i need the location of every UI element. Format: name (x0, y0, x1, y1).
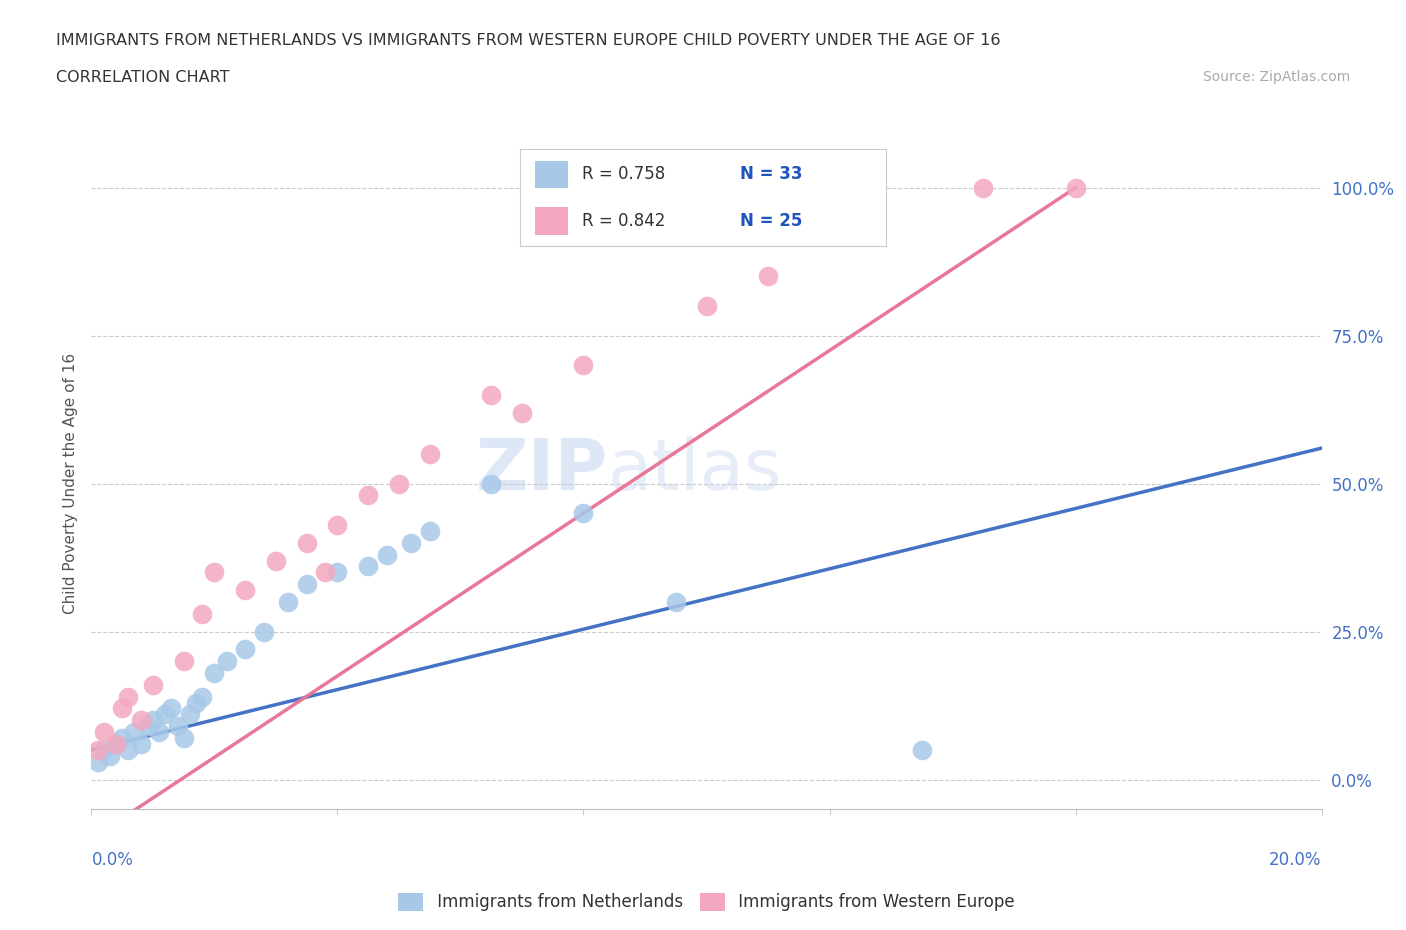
Point (399, 536, 422, 551)
Point (191, 689, 214, 704)
Point (191, 606, 214, 621)
Point (129, 713, 152, 728)
Point (479, 476, 502, 491)
Point (202, 666, 225, 681)
Point (111, 731, 134, 746)
FancyBboxPatch shape (534, 161, 568, 188)
Point (105, 737, 127, 751)
Point (326, 518, 349, 533)
Point (202, 565, 225, 579)
Point (135, 719, 157, 734)
Point (117, 689, 139, 704)
Point (93, 742, 115, 757)
Point (1064, 180, 1087, 195)
Y-axis label: Child Poverty Under the Age of 16: Child Poverty Under the Age of 16 (62, 353, 77, 614)
Point (124, 724, 146, 739)
Point (105, 737, 127, 751)
FancyBboxPatch shape (534, 207, 568, 234)
Text: IMMIGRANTS FROM NETHERLANDS VS IMMIGRANTS FROM WESTERN EUROPE CHILD POVERTY UNDE: IMMIGRANTS FROM NETHERLANDS VS IMMIGRANT… (56, 33, 1001, 47)
Point (233, 642, 256, 657)
Point (129, 737, 152, 751)
Text: atlas: atlas (607, 436, 783, 505)
Text: N = 25: N = 25 (740, 212, 801, 230)
Point (153, 707, 177, 722)
Point (179, 707, 201, 722)
Point (117, 742, 139, 757)
Text: N = 33: N = 33 (740, 166, 801, 183)
Point (572, 358, 595, 373)
Text: 20.0%: 20.0% (1270, 851, 1322, 869)
Point (388, 476, 411, 491)
Point (215, 654, 238, 669)
Point (972, 180, 994, 195)
Point (233, 583, 256, 598)
Point (98, 749, 121, 764)
Point (326, 565, 349, 579)
Point (756, 269, 779, 284)
Point (510, 405, 533, 420)
Point (357, 488, 380, 503)
Point (695, 299, 717, 313)
Point (375, 547, 398, 562)
Point (173, 731, 195, 746)
Point (295, 577, 318, 591)
Point (86, 754, 108, 769)
Text: R = 0.842: R = 0.842 (582, 212, 665, 230)
Text: 0.0%: 0.0% (91, 851, 134, 869)
Point (111, 701, 134, 716)
Point (357, 559, 380, 574)
Point (665, 594, 688, 609)
Point (911, 742, 934, 757)
Point (572, 506, 595, 521)
Point (142, 713, 165, 728)
Point (93, 724, 115, 739)
Point (142, 677, 165, 692)
Point (160, 701, 183, 716)
Point (295, 536, 318, 551)
Text: Source: ZipAtlas.com: Source: ZipAtlas.com (1202, 70, 1350, 84)
Point (252, 624, 274, 639)
Point (184, 695, 207, 710)
Text: R = 0.758: R = 0.758 (582, 166, 665, 183)
Text: CORRELATION CHART: CORRELATION CHART (56, 70, 229, 85)
Text: ZIP: ZIP (475, 436, 607, 505)
Point (86, 742, 108, 757)
Point (419, 524, 441, 538)
Point (314, 565, 336, 579)
Point (264, 553, 287, 568)
Point (419, 446, 441, 461)
Point (166, 719, 188, 734)
Legend:  Immigrants from Netherlands,  Immigrants from Western Europe: Immigrants from Netherlands, Immigrants … (392, 886, 1021, 918)
Point (148, 724, 170, 739)
Point (277, 594, 299, 609)
Point (173, 654, 195, 669)
Point (479, 388, 502, 403)
